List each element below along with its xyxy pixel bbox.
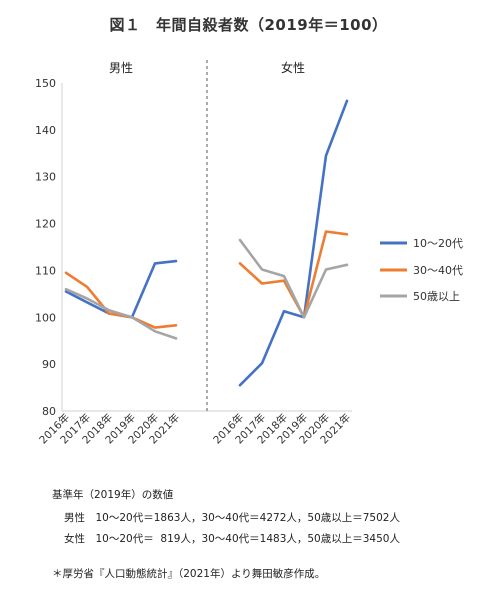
- series-line: [238, 230, 349, 319]
- y-tick-label: 110: [35, 264, 56, 277]
- base-year-note-male: 男性 10～20代＝1863人，30～40代＝4272人，50歳以上＝7502人: [64, 512, 400, 524]
- y-tick-label: 150: [35, 77, 56, 90]
- y-tick-label: 130: [35, 171, 56, 184]
- series-line: [64, 271, 178, 329]
- series-line: [64, 259, 178, 319]
- legend-label: 10～20代: [413, 237, 463, 250]
- legend-label: 50歳以上: [413, 290, 460, 303]
- base-year-note-female: 女性 10～20代＝ 819人，30～40代＝1483人，50歳以上＝3450人: [64, 533, 400, 545]
- series-line: [64, 287, 178, 340]
- y-tick-label: 120: [35, 218, 56, 231]
- y-tick-label: 80: [42, 405, 56, 418]
- y-tick-label: 90: [42, 358, 56, 371]
- line-chart: 8090100110120130140150男性2016年2017年2018年2…: [35, 60, 463, 446]
- base-year-note-header: 基準年（2019年）の数値: [52, 489, 174, 501]
- panel-label: 男性: [109, 61, 133, 75]
- legend-label: 30～40代: [413, 264, 463, 277]
- chart-title: 図１ 年間自殺者数（2019年＝100）: [109, 16, 388, 34]
- y-tick-label: 140: [35, 124, 56, 137]
- y-tick-label: 100: [35, 311, 56, 324]
- series-line: [238, 238, 349, 319]
- series-line: [238, 99, 349, 387]
- source-note: ＊厚労省『人口動態統計』（2021年）より舞田敏彦作成。: [52, 568, 326, 580]
- panel-label: 女性: [281, 60, 305, 75]
